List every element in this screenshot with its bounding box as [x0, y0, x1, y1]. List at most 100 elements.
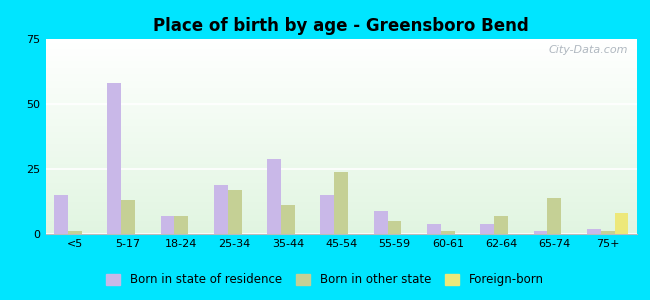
- Bar: [46, 41, 637, 42]
- Bar: [46, 97, 637, 98]
- Bar: [46, 186, 637, 187]
- Bar: [46, 73, 637, 74]
- Bar: [46, 205, 637, 206]
- Bar: [46, 134, 637, 136]
- Bar: [46, 78, 637, 79]
- Bar: [46, 153, 637, 154]
- Bar: [46, 129, 637, 130]
- Bar: [46, 113, 637, 114]
- Bar: [46, 120, 637, 121]
- Bar: [46, 155, 637, 156]
- Bar: [46, 104, 637, 105]
- Bar: [46, 168, 637, 169]
- Bar: [46, 75, 637, 76]
- Bar: [46, 231, 637, 232]
- Bar: [46, 156, 637, 157]
- Bar: [46, 169, 637, 170]
- Bar: [46, 141, 637, 142]
- Bar: [46, 79, 637, 80]
- Bar: [46, 221, 637, 222]
- Bar: [46, 102, 637, 103]
- Bar: [46, 90, 637, 91]
- Bar: [46, 172, 637, 173]
- Bar: [46, 178, 637, 179]
- Bar: [427, 224, 441, 234]
- Bar: [46, 197, 637, 198]
- Bar: [46, 100, 637, 101]
- Bar: [46, 148, 637, 149]
- Bar: [46, 167, 637, 168]
- Title: Place of birth by age - Greensboro Bend: Place of birth by age - Greensboro Bend: [153, 17, 529, 35]
- Bar: [46, 111, 637, 112]
- Bar: [46, 202, 637, 203]
- Bar: [46, 161, 637, 162]
- Bar: [46, 211, 637, 212]
- Bar: [46, 194, 637, 195]
- Bar: [46, 105, 637, 106]
- Bar: [46, 55, 637, 56]
- Bar: [46, 62, 637, 63]
- Bar: [46, 201, 637, 202]
- Bar: [46, 116, 637, 117]
- Bar: [46, 110, 637, 111]
- Bar: [46, 77, 637, 78]
- Bar: [46, 115, 637, 116]
- Bar: [46, 200, 637, 201]
- Bar: [46, 166, 637, 167]
- Bar: [46, 117, 637, 118]
- Bar: [46, 177, 637, 178]
- Bar: [46, 162, 637, 163]
- Bar: [46, 100, 637, 101]
- Bar: [46, 108, 637, 109]
- Bar: [46, 50, 637, 51]
- Bar: [46, 53, 637, 54]
- Bar: [46, 214, 637, 215]
- Bar: [387, 221, 402, 234]
- Bar: [46, 56, 637, 58]
- Bar: [494, 216, 508, 234]
- Bar: [46, 49, 637, 50]
- Bar: [46, 126, 637, 127]
- Bar: [46, 60, 637, 62]
- Bar: [46, 85, 637, 86]
- Bar: [46, 114, 637, 115]
- Bar: [46, 107, 637, 108]
- Bar: [46, 124, 637, 125]
- Bar: [46, 71, 637, 72]
- Bar: [46, 207, 637, 208]
- Bar: [46, 147, 637, 148]
- Bar: [46, 163, 637, 164]
- Bar: [46, 118, 637, 119]
- Bar: [46, 70, 637, 71]
- Bar: [46, 103, 637, 104]
- Bar: [54, 195, 68, 234]
- Bar: [46, 81, 637, 82]
- Bar: [46, 125, 637, 126]
- Bar: [46, 187, 637, 188]
- Bar: [46, 145, 637, 146]
- Bar: [46, 171, 637, 172]
- Bar: [46, 65, 637, 66]
- Bar: [601, 231, 615, 234]
- Bar: [46, 209, 637, 210]
- Bar: [46, 95, 637, 97]
- Bar: [46, 133, 637, 134]
- Bar: [46, 64, 637, 65]
- Bar: [46, 132, 637, 133]
- Bar: [46, 206, 637, 207]
- Bar: [46, 191, 637, 192]
- Bar: [46, 230, 637, 231]
- Bar: [46, 160, 637, 161]
- Bar: [46, 92, 637, 93]
- Bar: [46, 52, 637, 53]
- Bar: [46, 82, 637, 83]
- Bar: [46, 198, 637, 199]
- Bar: [46, 83, 637, 84]
- Bar: [46, 203, 637, 204]
- Bar: [46, 232, 637, 233]
- Bar: [46, 215, 637, 217]
- Bar: [46, 224, 637, 225]
- Bar: [46, 69, 637, 70]
- Bar: [46, 190, 637, 191]
- Legend: Born in state of residence, Born in other state, Foreign-born: Born in state of residence, Born in othe…: [101, 269, 549, 291]
